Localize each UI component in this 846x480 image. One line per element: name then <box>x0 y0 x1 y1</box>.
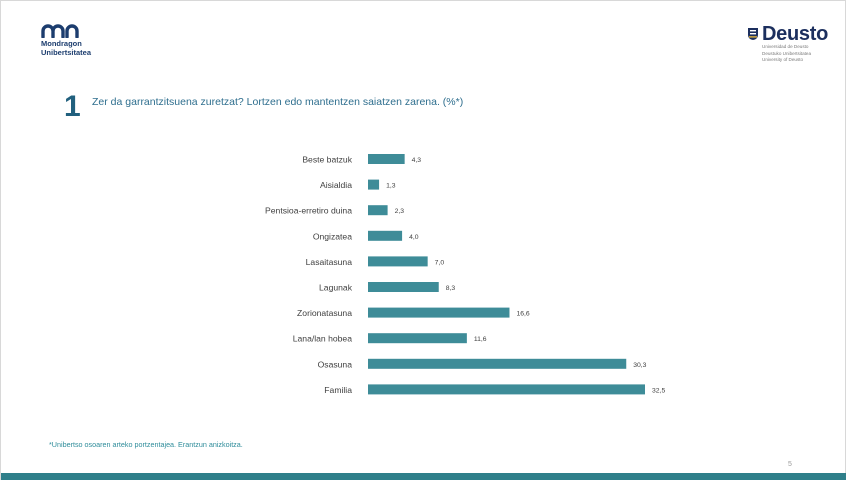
mondragon-logo-line2: Unibertsitatea <box>41 47 92 57</box>
category-label: Lana/lan hobea <box>293 334 352 344</box>
value-label: 1,3 <box>386 183 396 190</box>
value-label: 4,0 <box>409 234 419 241</box>
bar <box>368 333 467 344</box>
value-label: 11,6 <box>474 336 487 343</box>
deusto-logo-sub3: University of Deusto <box>762 57 804 63</box>
value-label: 8,3 <box>446 285 456 292</box>
mondragon-logo-text: Mondragon Unibertsitatea <box>41 39 92 57</box>
value-label: 16,6 <box>516 311 529 318</box>
deusto-logo: Deusto Universidad de Deusto Deustuko Un… <box>747 23 831 63</box>
bar <box>368 230 403 241</box>
value-label: 32,5 <box>652 387 665 394</box>
category-label: Osasuna <box>318 359 353 369</box>
value-label: 4,3 <box>412 157 422 164</box>
deusto-logo-sub2: Deustuko Unibertsitatea <box>762 50 812 56</box>
bar <box>368 307 510 318</box>
category-label: Lasaitasuna <box>306 257 353 267</box>
deusto-shield-icon <box>748 27 758 40</box>
bar <box>368 282 439 292</box>
category-label: Aisialdia <box>320 180 352 190</box>
category-label: Ongizatea <box>313 231 352 241</box>
deusto-logo-name: Deusto <box>762 23 828 45</box>
footnote: *Unibertso osoaren arteko portzentajea. … <box>49 440 243 449</box>
bar <box>368 205 388 216</box>
bar <box>368 179 380 190</box>
page-number: 5 <box>788 461 792 468</box>
bar-chart: Beste batzuk 4,3 Aisialdia 1,3 Pentsioa-erre… <box>265 154 665 395</box>
mondragon-mu-logo-icon <box>41 24 79 38</box>
category-label: Beste batzuk <box>302 155 352 165</box>
mondragon-logo: Mondragon Unibertsitatea <box>41 23 91 57</box>
bottom-accent-band <box>1 473 846 480</box>
value-label: 30,3 <box>633 362 646 369</box>
category-label: Familia <box>324 385 352 395</box>
category-label: Lagunak <box>319 283 353 293</box>
section-number: 1 <box>64 90 81 123</box>
value-label: 7,0 <box>435 259 445 266</box>
bar <box>368 358 627 369</box>
value-label: 2,3 <box>395 208 405 215</box>
bar <box>368 256 428 267</box>
bar <box>368 154 405 164</box>
mondragon-logo-line1: Mondragon <box>41 39 82 48</box>
category-label: Zorionatasuna <box>297 308 352 318</box>
deusto-logo-sub1: Universidad de Deusto <box>762 44 809 49</box>
chart-question-title: Zer da garrantzitsuena zuretzat? Lortzen… <box>92 96 464 108</box>
bar <box>368 384 645 395</box>
category-label: Pentsioa-erretiro duina <box>265 206 352 216</box>
